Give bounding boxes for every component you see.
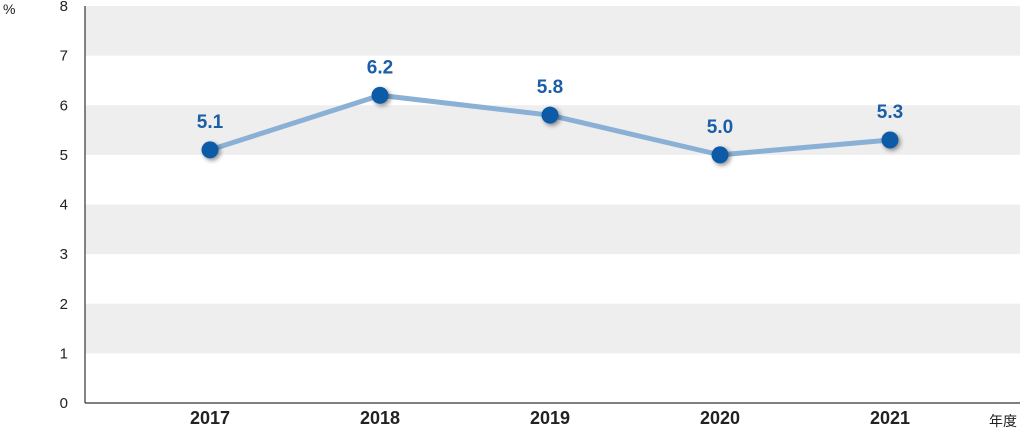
y-axis-unit: % bbox=[3, 1, 15, 17]
x-tick-labels: 2017 2018 2019 2020 2021 bbox=[190, 408, 910, 428]
data-label: 5.1 bbox=[197, 112, 224, 133]
y-tick-labels: 0 1 2 3 4 5 6 7 8 bbox=[60, 0, 68, 412]
grid-bands bbox=[85, 6, 1020, 354]
data-labels: 5.1 6.2 5.8 5.0 5.3 bbox=[197, 57, 903, 138]
x-tick-label: 2019 bbox=[530, 408, 570, 428]
y-tick-label: 3 bbox=[60, 246, 68, 263]
y-tick-label: 4 bbox=[60, 197, 68, 214]
data-label: 5.0 bbox=[707, 117, 733, 138]
data-label: 6.2 bbox=[367, 57, 393, 78]
data-point bbox=[881, 131, 899, 149]
data-label: 5.8 bbox=[537, 77, 563, 98]
y-tick-label: 0 bbox=[60, 395, 68, 412]
grid-band bbox=[85, 6, 1020, 56]
data-markers bbox=[201, 86, 899, 164]
grid-band bbox=[85, 303, 1020, 354]
data-label: 5.3 bbox=[877, 102, 903, 123]
y-tick-label: 8 bbox=[60, 0, 68, 15]
data-point bbox=[371, 86, 389, 104]
x-tick-label: 2017 bbox=[190, 408, 230, 428]
data-point bbox=[201, 141, 219, 159]
y-tick-label: 2 bbox=[60, 296, 68, 313]
x-tick-label: 2021 bbox=[870, 408, 910, 428]
grid-band bbox=[85, 204, 1020, 255]
x-tick-label: 2020 bbox=[700, 408, 740, 428]
x-axis-unit: 年度 bbox=[989, 413, 1017, 428]
data-point bbox=[711, 146, 729, 164]
data-point bbox=[541, 106, 559, 124]
y-tick-label: 5 bbox=[60, 147, 68, 164]
y-tick-label: 7 bbox=[60, 48, 68, 65]
x-tick-label: 2018 bbox=[360, 408, 400, 428]
y-tick-label: 6 bbox=[60, 97, 68, 114]
y-tick-label: 1 bbox=[60, 345, 68, 362]
